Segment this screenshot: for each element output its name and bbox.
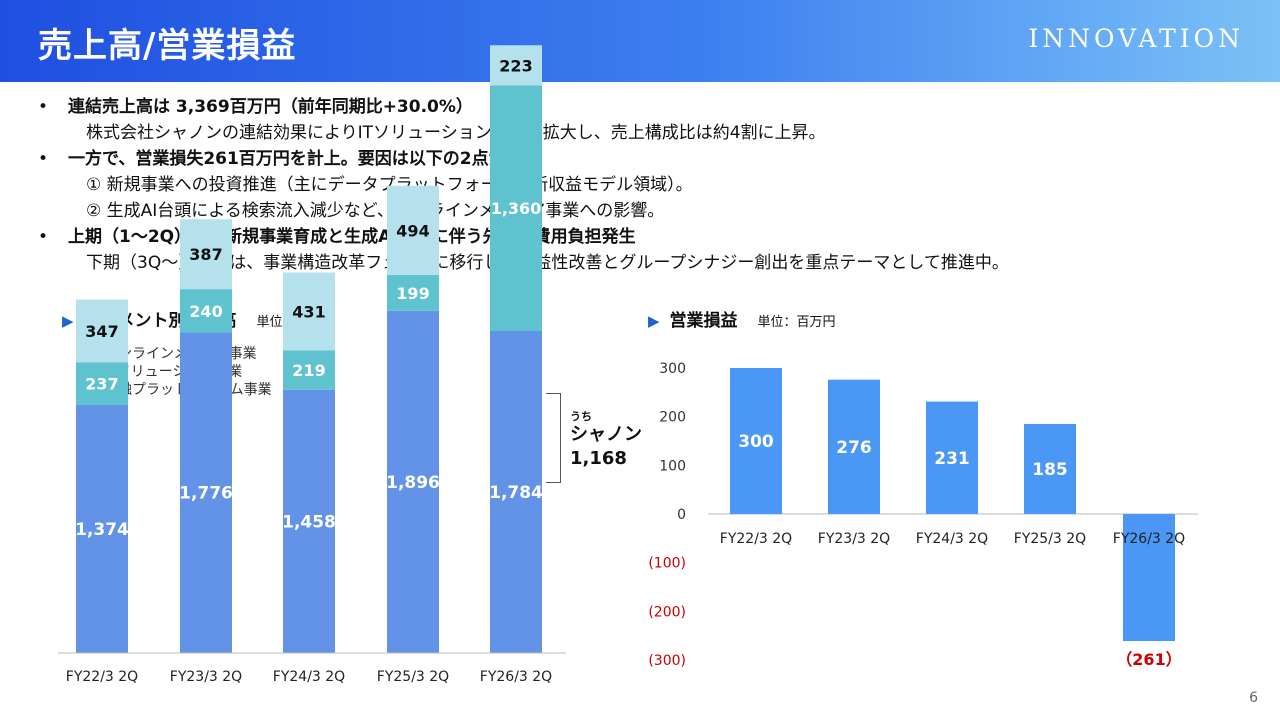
data-label: 494 [396, 221, 429, 240]
y-tick-label: 300 [659, 361, 686, 377]
bullet-text: 株式会社シャノンの連結効果によりITソリューション事業が拡大し、売上構成比は約4… [86, 123, 826, 143]
y-tick-label: 0 [677, 507, 686, 523]
data-label: 1,784 [489, 483, 543, 503]
stacked-bar-segment [76, 362, 128, 405]
y-tick-label: (100) [648, 556, 686, 572]
stacked-bar-segment [283, 389, 335, 653]
stacked-bar-segment [76, 299, 128, 363]
bullet-item: • 一方で、営業損失261百万円を計上。要因は以下の2点が中心 [38, 146, 1258, 172]
profit-bar [828, 379, 880, 514]
annotation-value: 1,168 [570, 448, 627, 469]
x-tick-label: FY22/3 2Q [66, 669, 138, 685]
summary-bullets: • 連結売上高は 3,369百万円（前年同期比+30.0%） 株式会社シャノンの… [38, 94, 1258, 276]
shannon-bracket [546, 393, 561, 483]
operating-profit-title: 営業損益 [669, 311, 738, 331]
x-tick-label: FY26/3 2Q [480, 669, 552, 685]
page-title: 売上高/営業損益 [38, 26, 297, 66]
stacked-bar-segment [180, 289, 232, 333]
data-label: 1,458 [282, 512, 336, 532]
data-label: 431 [292, 302, 325, 321]
stacked-bar-segment [387, 185, 439, 275]
bullet-subitem: 株式会社シャノンの連結効果によりITソリューション事業が拡大し、売上構成比は約4… [38, 120, 1258, 146]
data-label: 387 [189, 245, 222, 264]
bullet-marker: • [38, 149, 49, 169]
stacked-bar-segment [283, 350, 335, 390]
unit-label: 単位：百万円 [757, 315, 836, 330]
x-tick-label: FY24/3 2Q [916, 531, 988, 547]
y-tick-label: 100 [659, 458, 686, 474]
y-tick-label: (200) [648, 604, 686, 620]
bullet-text: 連結売上高は 3,369百万円（前年同期比+30.0%） [68, 97, 473, 117]
data-label: 231 [934, 449, 970, 469]
bullet-text: 一方で、営業損失261百万円を計上。要因は以下の2点が中心 [68, 149, 540, 169]
bullet-item: • 連結売上高は 3,369百万円（前年同期比+30.0%） [38, 94, 1258, 120]
x-tick-label: FY26/3 2Q [1113, 531, 1185, 547]
data-label: 223 [499, 56, 532, 75]
x-tick-label: FY25/3 2Q [377, 669, 449, 685]
stacked-bar-segment [180, 332, 232, 653]
data-label: （261） [1116, 650, 1181, 669]
data-label: 276 [836, 438, 872, 458]
operating-profit-heading: ▶ 営業損益 単位：百万円 [648, 306, 836, 331]
x-tick-label: FY25/3 2Q [1014, 531, 1086, 547]
data-label: 1,896 [386, 473, 440, 493]
profit-bar [926, 401, 978, 514]
stacked-bar-segment [490, 85, 542, 331]
data-label: 237 [85, 375, 118, 394]
annotation-prefix: うち [570, 410, 592, 423]
triangle-marker-icon: ▶ [648, 312, 660, 330]
data-label: 1,776 [179, 484, 233, 504]
data-label: 240 [189, 302, 222, 321]
triangle-marker-icon: ▶ [62, 312, 74, 330]
stacked-bar-segment [387, 274, 439, 311]
page-number: 6 [1249, 690, 1258, 706]
data-label: 219 [292, 361, 325, 380]
data-label: 300 [738, 432, 774, 452]
stacked-bar-segment [490, 330, 542, 653]
header-bar: 売上高/営業損益 INNOVATION [0, 0, 1280, 82]
profit-bar [1024, 423, 1076, 514]
x-tick-label: FY23/3 2Q [170, 669, 242, 685]
profit-bar [730, 367, 782, 514]
stacked-bar-segment [180, 219, 232, 290]
data-label: 185 [1032, 460, 1068, 480]
y-tick-label: 200 [659, 410, 686, 426]
company-logo: INNOVATION [1028, 24, 1244, 53]
data-label: 199 [396, 284, 429, 303]
stacked-bar-segment [283, 272, 335, 351]
bullet-text: 下期（3Q～）からは、事業構造改革フェーズに移行し、収益性改善とグループシナジー… [86, 253, 1009, 273]
stacked-bar-segment [490, 45, 542, 86]
data-label: 1,360 [491, 199, 542, 218]
stacked-bar-segment [387, 310, 439, 653]
profit-bar [1123, 514, 1175, 642]
bullet-subitem: 下期（3Q～）からは、事業構造改革フェーズに移行し、収益性改善とグループシナジー… [38, 250, 1258, 276]
x-tick-label: FY23/3 2Q [818, 531, 890, 547]
bullet-marker: • [38, 97, 49, 117]
annotation-company: シャノン [570, 424, 642, 445]
data-label: 347 [85, 322, 118, 341]
data-label: 1,374 [75, 520, 129, 540]
x-tick-label: FY22/3 2Q [720, 531, 792, 547]
stacked-bar-segment [76, 404, 128, 653]
y-tick-label: (300) [648, 653, 686, 669]
bullet-marker: • [38, 227, 49, 247]
x-tick-label: FY24/3 2Q [273, 669, 345, 685]
